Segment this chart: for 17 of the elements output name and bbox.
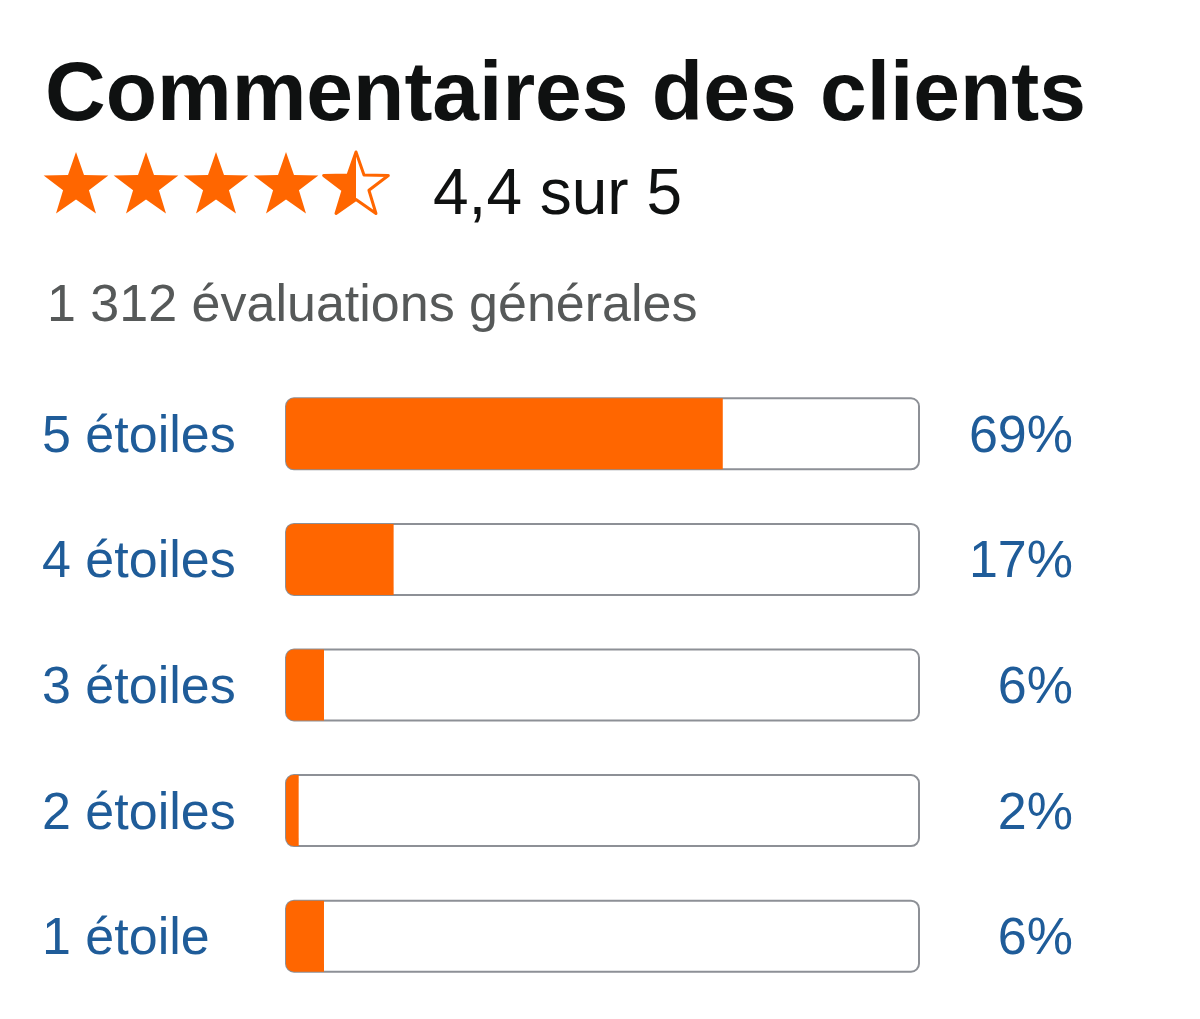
y-tick-label: 3 étoiles [42,656,236,714]
bar [286,649,324,721]
y-tick-label: 5 étoiles [42,404,236,463]
bar [286,775,299,847]
y-tick-label: 2 étoiles [42,781,236,840]
chart-title: Commentaires des clients [45,44,1087,138]
data-label: 17% [968,530,1073,589]
bar [286,523,394,595]
data-label: 2% [997,781,1073,840]
chart-subtitle: 4,4 sur 5 [433,156,683,228]
text: 1 312 évaluations générales [47,274,698,332]
bar [286,900,324,972]
data-label: 69% [968,404,1073,463]
data-label: 6% [997,907,1073,966]
y-tick-label: 4 étoiles [42,530,236,589]
y-tick-label: 1 étoile [42,907,210,966]
data-label: 6% [997,656,1073,714]
